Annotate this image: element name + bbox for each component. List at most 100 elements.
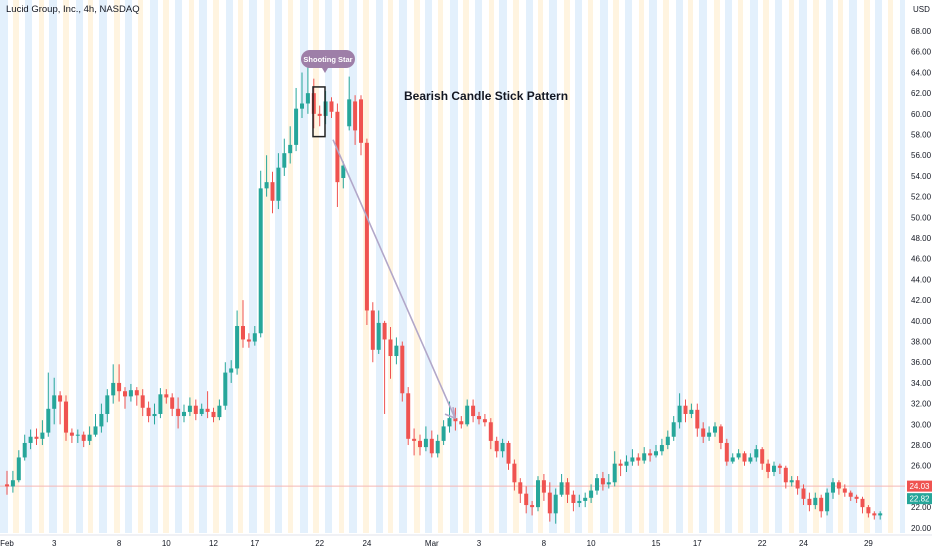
- session-band: [213, 0, 219, 533]
- session-band: [864, 0, 870, 533]
- candle-body: [453, 418, 458, 422]
- x-tick-label: 17: [693, 539, 702, 548]
- session-band: [49, 0, 57, 533]
- current-price-tag: 22.82: [907, 493, 932, 505]
- candle-body: [488, 422, 493, 441]
- candle-body: [577, 500, 582, 503]
- y-tick-label: 52.00: [911, 193, 932, 202]
- time-axis[interactable]: Feb 3 8 10 12 17 22 24 Mar 3 8 10 15 17 22 24 29: [0, 534, 932, 550]
- session-band: [399, 0, 407, 533]
- candle-body: [589, 490, 594, 498]
- candle-body: [64, 401, 68, 433]
- y-tick-label: 54.00: [911, 172, 932, 181]
- y-tick-label: 68.00: [911, 27, 932, 36]
- session-band: [588, 0, 593, 533]
- candle-body: [630, 457, 635, 462]
- candle-body: [518, 482, 523, 494]
- candle-body: [341, 165, 346, 179]
- session-band: [13, 0, 19, 533]
- candle-body: [748, 457, 753, 462]
- candle-body: [81, 434, 86, 441]
- candle-body: [34, 436, 39, 439]
- session-band: [99, 0, 107, 533]
- session-band: [125, 0, 132, 533]
- candle-body: [494, 440, 499, 452]
- shooting-star-highlight: [312, 86, 326, 138]
- session-band: [564, 0, 570, 533]
- candle-body: [754, 449, 759, 458]
- session-band: [425, 0, 432, 533]
- candle-body: [695, 409, 700, 429]
- y-tick-label: 40.00: [911, 317, 932, 326]
- candle-body: [600, 478, 605, 485]
- candle-body: [441, 426, 446, 441]
- candle-body: [229, 368, 234, 373]
- candle-body: [447, 418, 452, 427]
- candle-body: [429, 438, 434, 454]
- session-band: [114, 0, 120, 533]
- candle-body: [105, 395, 110, 414]
- session-band: [489, 0, 494, 533]
- candle-body: [854, 496, 859, 499]
- y-tick-label: 38.00: [911, 338, 932, 347]
- candle-body: [223, 372, 228, 406]
- session-band: [750, 0, 758, 533]
- candle-body: [465, 405, 470, 425]
- candle-body: [659, 445, 664, 452]
- session-band: [300, 0, 308, 533]
- candle-body: [170, 397, 175, 409]
- currency-label: USD: [913, 5, 930, 14]
- session-band: [450, 0, 458, 533]
- session-band: [199, 0, 207, 533]
- y-tick-label: 58.00: [911, 131, 932, 140]
- candle-body: [595, 478, 599, 491]
- candle-body: [612, 463, 617, 483]
- session-band: [699, 0, 707, 533]
- candle-body: [347, 99, 352, 127]
- candle-body: [506, 442, 511, 464]
- session-bands: [0, 0, 908, 533]
- candle-body: [636, 457, 641, 461]
- session-band: [376, 0, 383, 533]
- candle-body: [825, 492, 830, 512]
- candle-body: [500, 442, 505, 452]
- y-tick-label: 28.00: [911, 441, 932, 450]
- x-tick-label: 22: [758, 539, 767, 548]
- price-axis[interactable]: 20.0022.0024.0026.0028.0030.0032.0034.00…: [905, 0, 932, 550]
- session-band: [688, 0, 693, 533]
- candle-body: [359, 99, 363, 143]
- candle-body: [146, 407, 151, 417]
- candle-body: [530, 505, 535, 508]
- candle-body: [376, 322, 381, 350]
- candle-body: [559, 482, 564, 495]
- candle-body: [683, 405, 688, 414]
- session-band: [826, 0, 833, 533]
- candle-body: [294, 108, 299, 145]
- candle-body: [187, 405, 192, 412]
- candle-body: [459, 421, 464, 425]
- session-band: [339, 0, 344, 533]
- candle-body: [193, 405, 198, 414]
- x-tick-label: 12: [209, 539, 218, 548]
- candle-body: [140, 395, 145, 408]
- candle-body: [783, 467, 788, 483]
- candle-body: [117, 382, 122, 392]
- session-band: [25, 0, 32, 533]
- candle-body: [46, 408, 51, 433]
- candle-body: [872, 513, 877, 516]
- candle-body: [164, 394, 169, 398]
- candle-body: [329, 101, 334, 112]
- y-tick-label: 32.00: [911, 400, 932, 409]
- candle-body: [642, 453, 647, 461]
- session-band: [39, 0, 44, 533]
- candle-body: [565, 482, 570, 495]
- x-tick-label: 24: [362, 539, 371, 548]
- x-tick-label: 17: [250, 539, 259, 548]
- candle-body: [205, 408, 210, 412]
- candle-body: [541, 480, 546, 493]
- session-band: [275, 0, 282, 533]
- session-band: [639, 0, 644, 533]
- candle-body: [111, 382, 116, 396]
